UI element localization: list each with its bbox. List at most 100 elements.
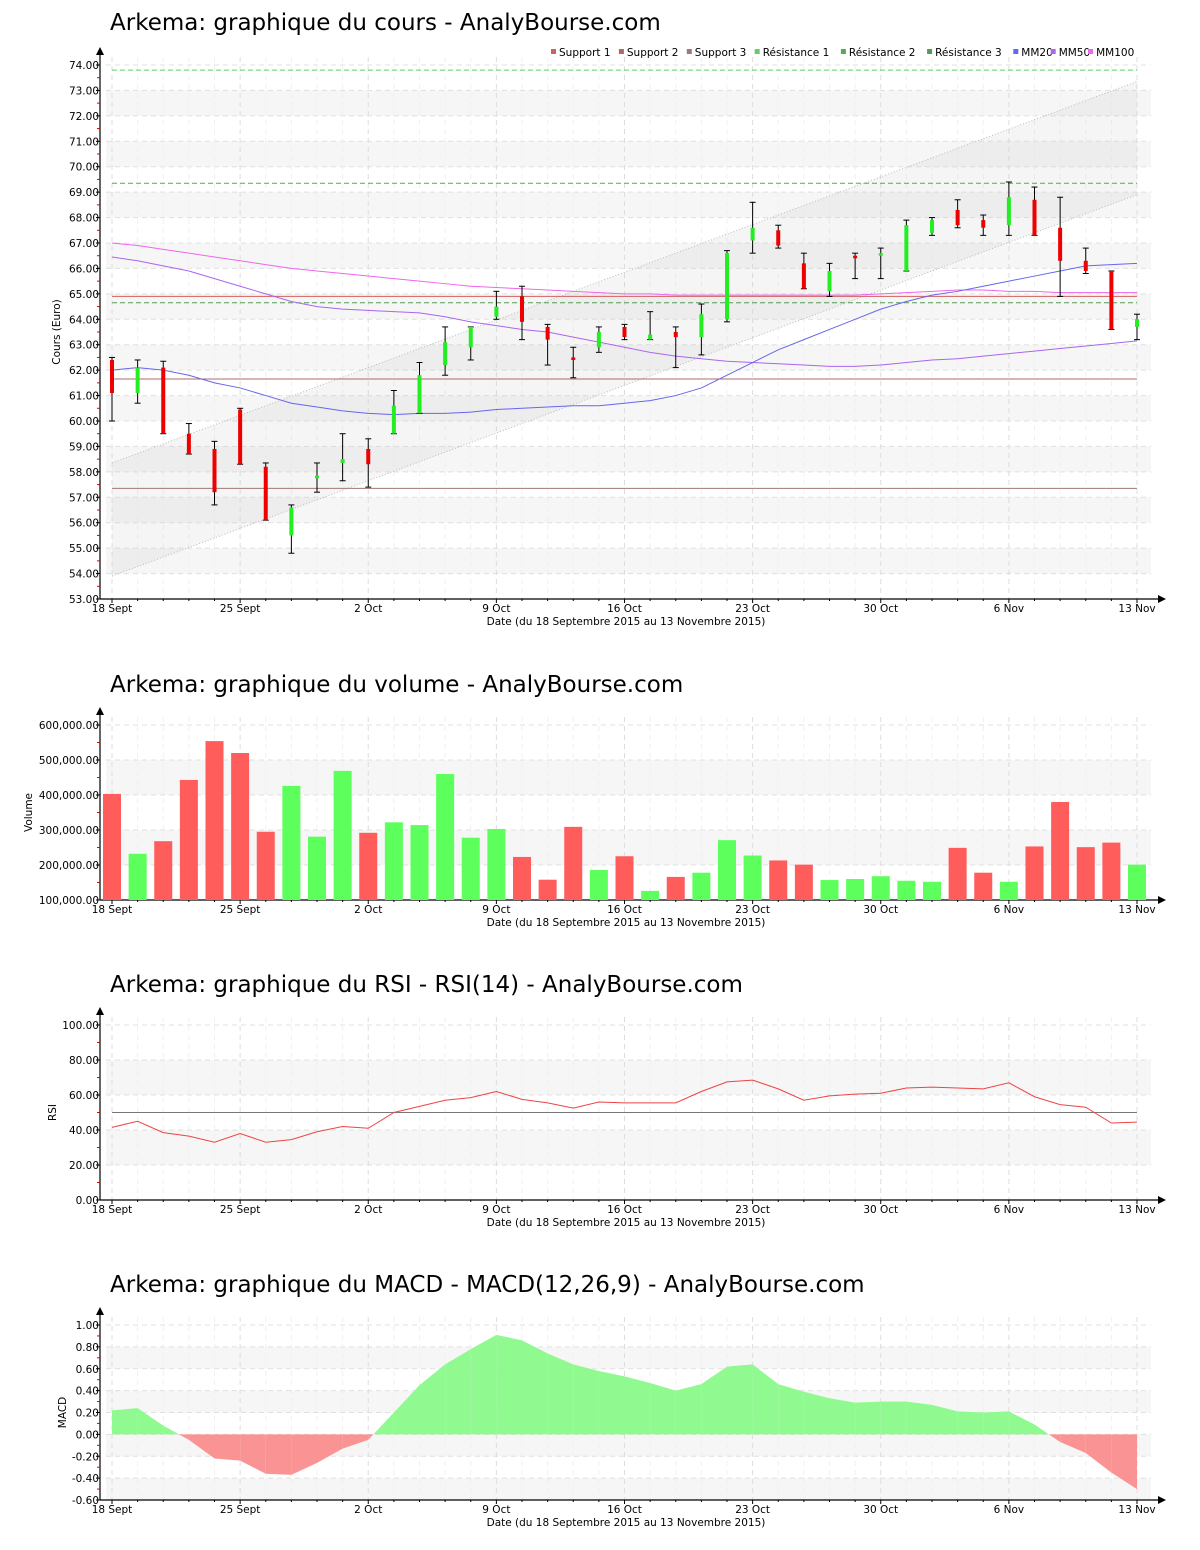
macd-area-positive xyxy=(957,1411,984,1435)
y-tick-label: 70.00 xyxy=(69,162,99,174)
y-tick-label: 0.80 xyxy=(76,1342,99,1354)
y-tick-label: 0.00 xyxy=(76,1195,99,1207)
x-tick-label: 25 Sept xyxy=(220,904,261,916)
x-tick-label: 13 Nov xyxy=(1118,603,1155,615)
x-tick-label: 25 Sept xyxy=(220,603,261,615)
legend-item: Support 1 xyxy=(559,47,611,59)
y-tick-label: 58.00 xyxy=(69,467,99,479)
macd-area-positive xyxy=(727,1364,753,1435)
volume-bar-up xyxy=(641,890,660,900)
grid-band xyxy=(106,344,1151,371)
candle-up xyxy=(725,253,729,320)
macd-area-positive xyxy=(906,1401,932,1435)
x-tick-label: 2 Oct xyxy=(354,603,382,615)
candle-down xyxy=(776,230,781,246)
x-tick-label: 18 Sept xyxy=(92,603,133,615)
candle-down xyxy=(981,220,986,228)
volume-bar-up xyxy=(384,822,403,900)
x-axis-arrow-icon xyxy=(1158,595,1166,603)
macd-area-negative xyxy=(317,1434,343,1463)
candle-down xyxy=(622,326,627,338)
volume-bar-up xyxy=(743,855,762,900)
volume-bar-down xyxy=(1025,846,1044,900)
x-axis-label: Date (du 18 Septembre 2015 au 13 Novembr… xyxy=(487,1517,766,1529)
macd-area-positive xyxy=(137,1408,164,1435)
macd-area-positive xyxy=(752,1364,779,1435)
y-tick-label: 500,000.00 xyxy=(39,755,99,767)
macd-area-positive xyxy=(932,1404,958,1435)
volume-bar-down xyxy=(666,876,685,900)
volume-bar-up xyxy=(128,853,147,900)
y-tick-label: 1.00 xyxy=(76,1320,99,1332)
macd-area-positive xyxy=(470,1334,497,1435)
y-axis-arrow-icon xyxy=(96,47,104,55)
y-tick-label: 53.00 xyxy=(69,594,99,606)
y-axis-arrow-icon xyxy=(96,1307,104,1315)
x-tick-label: 25 Sept xyxy=(220,1504,261,1516)
y-tick-label: 55.00 xyxy=(69,543,99,555)
macd-area-positive xyxy=(547,1353,574,1435)
candle-down xyxy=(1032,199,1037,236)
x-tick-label: 16 Oct xyxy=(607,1504,642,1516)
y-axis-label: Cours (Euro) xyxy=(51,299,63,365)
y-tick-label: -0.40 xyxy=(72,1473,99,1485)
candle-up xyxy=(1135,319,1139,327)
candle-up xyxy=(468,326,473,348)
x-axis-arrow-icon xyxy=(1158,1496,1166,1504)
x-tick-label: 13 Nov xyxy=(1118,1504,1155,1516)
macd-area-negative xyxy=(265,1434,292,1475)
y-tick-label: 67.00 xyxy=(69,238,99,250)
x-tick-label: 2 Oct xyxy=(354,1204,382,1216)
price-chart-title: Arkema: graphique du cours - AnalyBourse… xyxy=(110,10,661,36)
macd-area-positive xyxy=(522,1340,548,1435)
y-axis-label: Volume xyxy=(23,793,35,832)
candle-up xyxy=(1006,197,1011,226)
x-axis-label: Date (du 18 Septembre 2015 au 13 Novembr… xyxy=(487,1217,766,1229)
legend-swatch-icon xyxy=(840,49,846,54)
macd-area-positive xyxy=(650,1382,676,1435)
volume-bar-up xyxy=(871,876,890,900)
candle-up xyxy=(315,475,319,479)
channel-lower-line xyxy=(111,194,1138,577)
grid-band xyxy=(106,760,1151,795)
x-tick-label: 18 Sept xyxy=(92,1504,133,1516)
y-tick-label: 56.00 xyxy=(69,518,99,530)
y-tick-label: 40.00 xyxy=(69,1125,99,1137)
grid-band xyxy=(106,1130,1151,1165)
volume-bar-up xyxy=(897,880,916,900)
x-tick-label: 16 Oct xyxy=(607,904,642,916)
legend-item: MM50 xyxy=(1059,47,1090,59)
x-tick-label: 30 Oct xyxy=(863,603,898,615)
y-tick-label: 57.00 xyxy=(69,492,99,504)
legend-swatch-icon xyxy=(1013,49,1019,54)
x-tick-label: 25 Sept xyxy=(220,1204,261,1216)
candle-down xyxy=(1109,270,1114,330)
macd-area-positive xyxy=(496,1334,522,1435)
y-tick-label: 400,000.00 xyxy=(39,790,99,802)
macd-area xyxy=(373,1412,394,1435)
x-axis-label: Date (du 18 Septembre 2015 au 13 Novembr… xyxy=(487,616,766,628)
volume-chart: 100,000.00 200,000.00 300,000.00 400,000.00… xyxy=(23,707,1166,929)
volume-bar-up xyxy=(487,828,506,900)
legend-item: MM20 xyxy=(1021,47,1052,59)
volume-bar-down xyxy=(103,793,121,900)
candle-down xyxy=(673,332,678,338)
volume-bar-down xyxy=(154,841,173,900)
macd-area-negative xyxy=(240,1434,266,1474)
y-axis-arrow-icon xyxy=(96,707,104,715)
volume-bar-up xyxy=(846,879,865,900)
legend-item: Résistance 2 xyxy=(849,47,916,59)
legend-swatch-icon xyxy=(927,49,933,54)
grid-band xyxy=(106,446,1151,472)
y-tick-label: 62.00 xyxy=(69,365,99,377)
grid-band xyxy=(106,1060,1151,1095)
candle-up xyxy=(135,367,140,394)
macd-area-negative xyxy=(291,1434,317,1475)
y-tick-label: 72.00 xyxy=(69,111,99,123)
x-tick-label: 9 Oct xyxy=(482,603,510,615)
y-tick-label: 600,000.00 xyxy=(39,720,99,732)
macd-area-positive xyxy=(445,1349,471,1435)
x-tick-label: 16 Oct xyxy=(607,603,642,615)
macd-area-positive xyxy=(624,1376,651,1435)
legend-item: MM100 xyxy=(1096,47,1134,59)
